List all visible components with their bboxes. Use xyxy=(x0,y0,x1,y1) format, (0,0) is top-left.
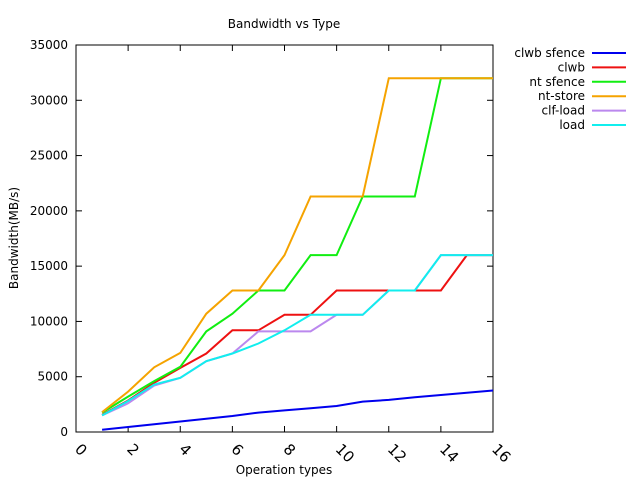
x-tick-label: 6 xyxy=(228,440,247,459)
x-tick-label: 10 xyxy=(332,440,358,466)
series-lines xyxy=(101,77,494,431)
y-tick-label: 25000 xyxy=(30,149,68,163)
legend-label: clf-load xyxy=(542,104,585,118)
x-tick-label: 16 xyxy=(488,440,514,466)
legend-label: nt sfence xyxy=(529,75,585,89)
series-line-nt-sfence xyxy=(101,77,493,414)
series-line-clwb xyxy=(101,254,493,416)
y-tick-label: 30000 xyxy=(30,93,68,107)
plot-border xyxy=(75,44,494,433)
y-axis-label: Bandwidth(MB/s) xyxy=(7,187,21,289)
x-tick-label: 14 xyxy=(436,440,462,466)
x-tick-label: 4 xyxy=(175,440,194,459)
legend-label: clwb sfence xyxy=(514,46,585,60)
series-line-clf-load xyxy=(101,254,493,417)
x-axis-label: Operation types xyxy=(236,463,333,477)
y-tick-label: 20000 xyxy=(30,204,68,218)
legend-label: load xyxy=(559,118,585,132)
x-tick-label: 0 xyxy=(71,440,90,459)
plot-frame xyxy=(75,44,494,433)
y-tick-label: 10000 xyxy=(30,314,68,328)
y-tick-label: 0 xyxy=(60,425,68,439)
y-tick-label: 5000 xyxy=(37,370,68,384)
legend-label: nt-store xyxy=(538,89,585,103)
series-line-clwb-sfence xyxy=(101,389,494,431)
chart-title: Bandwidth vs Type xyxy=(228,17,340,31)
y-tick-label: 15000 xyxy=(30,259,68,273)
legend-label: clwb xyxy=(558,60,585,74)
x-tick-label: 8 xyxy=(280,440,299,459)
series-line-load xyxy=(101,254,493,417)
x-tick-label: 12 xyxy=(384,440,410,466)
series-line-nt-store xyxy=(101,77,493,413)
y-axis: 0 5000 10000 15000 20000 25000 30000 35000 xyxy=(30,38,493,439)
y-tick-label: 35000 xyxy=(30,38,68,52)
x-tick-label: 2 xyxy=(123,440,142,459)
